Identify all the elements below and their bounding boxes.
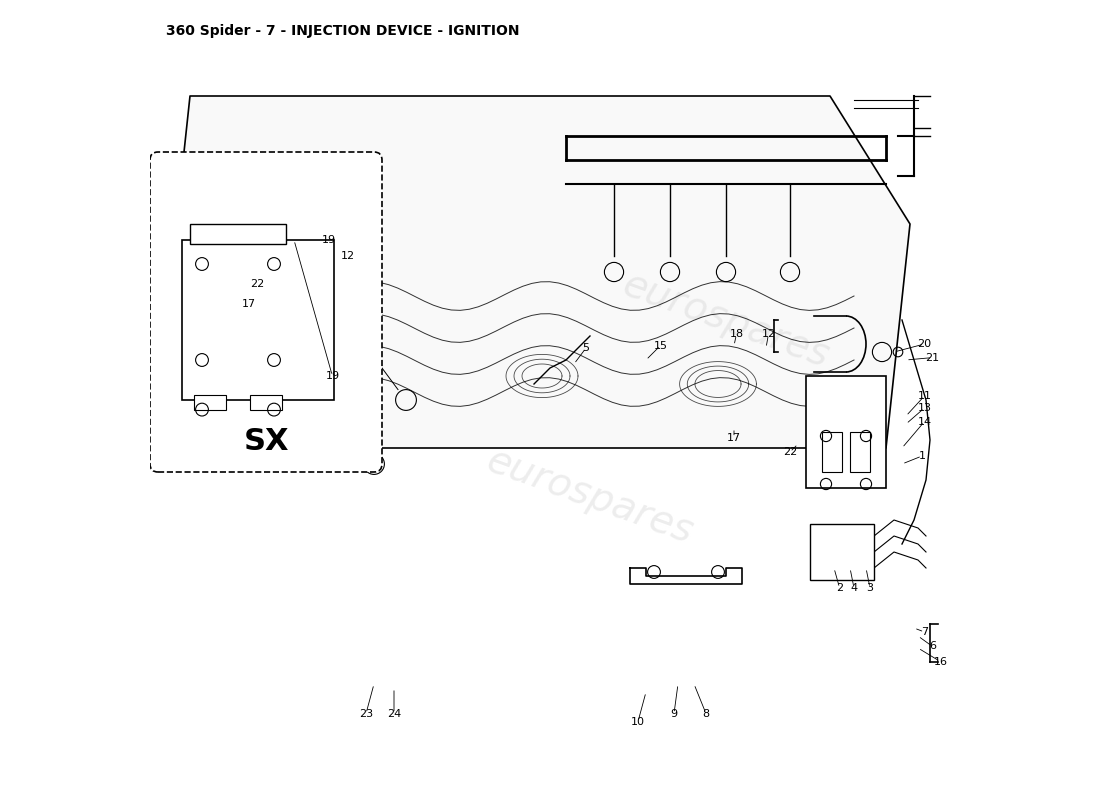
Text: 7: 7: [921, 627, 928, 637]
Polygon shape: [166, 96, 910, 448]
Text: 18: 18: [729, 330, 744, 339]
Text: 9: 9: [670, 709, 678, 718]
Text: 20: 20: [917, 339, 932, 349]
Text: 24: 24: [387, 709, 402, 718]
Text: 11: 11: [917, 391, 932, 401]
Bar: [806, 376, 886, 488]
Text: 19: 19: [322, 235, 337, 245]
Bar: [194, 395, 226, 410]
Text: 17: 17: [242, 299, 256, 309]
Text: 23: 23: [359, 709, 373, 718]
Text: 6: 6: [928, 642, 936, 651]
Text: eurospares: eurospares: [482, 441, 698, 551]
Text: 21: 21: [925, 353, 939, 362]
Text: 12: 12: [761, 330, 776, 339]
Bar: [182, 240, 334, 400]
Text: 5: 5: [583, 343, 590, 353]
Bar: [822, 432, 842, 472]
Text: 14: 14: [917, 417, 932, 426]
Text: SX: SX: [243, 427, 288, 456]
Text: 10: 10: [631, 717, 645, 726]
Text: eurospares: eurospares: [617, 265, 835, 375]
Text: 8: 8: [703, 709, 710, 718]
FancyBboxPatch shape: [150, 152, 382, 472]
Text: 15: 15: [653, 341, 668, 350]
Text: 3: 3: [867, 583, 873, 593]
Text: 13: 13: [917, 403, 932, 413]
Text: 12: 12: [340, 251, 354, 261]
Text: 22: 22: [250, 279, 264, 289]
Text: 1: 1: [918, 451, 925, 461]
Text: 360 Spider - 7 - INJECTION DEVICE - IGNITION: 360 Spider - 7 - INJECTION DEVICE - IGNI…: [166, 24, 519, 38]
Text: 16: 16: [934, 657, 947, 666]
Text: 19: 19: [326, 371, 340, 381]
Bar: [850, 432, 870, 472]
Text: 17: 17: [727, 433, 741, 442]
Bar: [250, 395, 282, 410]
Text: 22: 22: [783, 447, 798, 457]
Text: 2: 2: [836, 583, 844, 593]
Bar: [810, 524, 875, 580]
Bar: [190, 224, 286, 244]
Text: 4: 4: [850, 583, 858, 593]
